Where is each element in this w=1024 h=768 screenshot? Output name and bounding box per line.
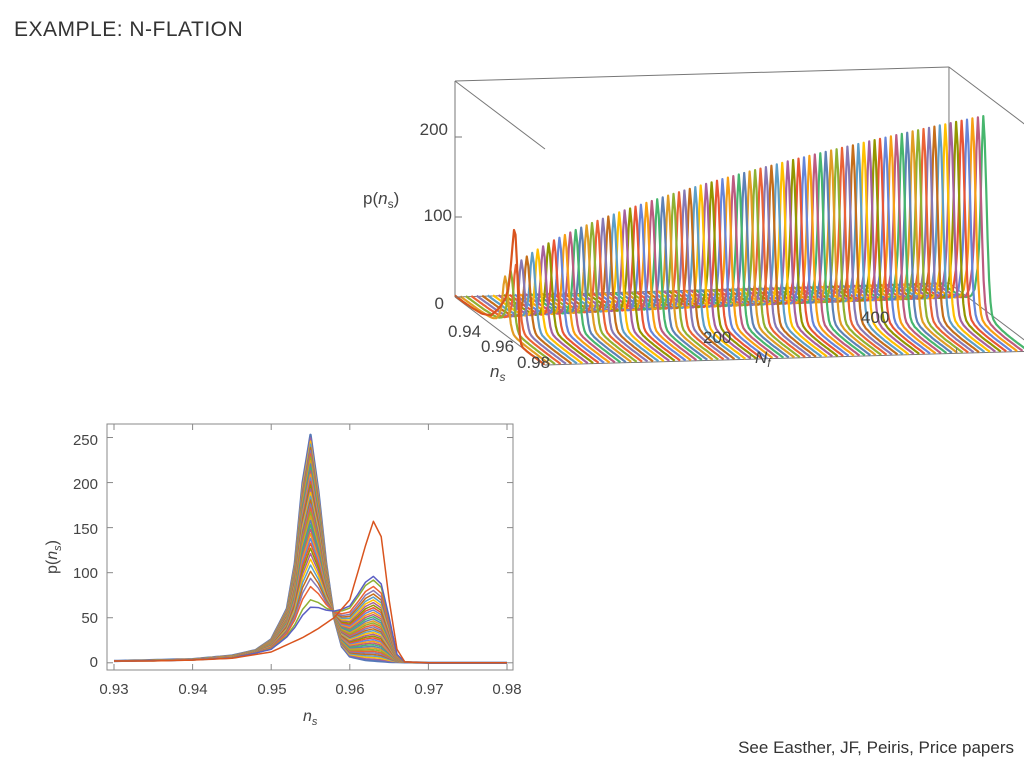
z-axis-label: p(ns) (363, 189, 399, 211)
y-tick-150: 150 (73, 521, 98, 538)
x-tick-098: 0.98 (492, 681, 521, 698)
z-tick-100: 100 (424, 206, 452, 225)
nf-tick-200: 200 (703, 328, 731, 347)
density-curves (113, 433, 507, 664)
x-axis-label: ns (303, 708, 318, 728)
x-tick-095: 0.95 (257, 681, 286, 698)
2d-tick-marks (107, 424, 513, 670)
nf-tick-400: 400 (861, 308, 889, 327)
ridge-line-10 (508, 239, 600, 364)
ridge-line-1 (459, 275, 551, 366)
x-tick-094: 0.94 (178, 681, 207, 698)
y-tick-200: 200 (73, 476, 98, 493)
z-tick-200: 200 (420, 120, 448, 139)
plot-frame (106, 423, 514, 671)
ns-tick-098: 0.98 (517, 353, 550, 372)
nf-axis-label: Nf (755, 348, 772, 370)
density-curve-15 (113, 519, 507, 664)
ridge-line-22 (573, 211, 665, 362)
density-curve-5 (114, 570, 507, 664)
density-curve-3 (114, 585, 507, 664)
ridge-line-20 (563, 215, 654, 363)
ridge-line-6 (486, 251, 578, 365)
ns-tick-094: 0.94 (448, 322, 481, 341)
ridge-line-0 (454, 228, 545, 366)
density-curve-10 (114, 542, 507, 664)
ns-tick-096: 0.96 (481, 337, 514, 356)
density-curve-2 (114, 579, 507, 664)
ridge-line-18 (552, 219, 643, 363)
z-tick-0: 0 (435, 294, 444, 313)
x-tick-097: 0.97 (414, 681, 443, 698)
ridge-line-5 (481, 255, 573, 365)
density-curve-4 (114, 577, 507, 664)
ridge-line-8 (497, 245, 589, 365)
y-tick-0: 0 (90, 654, 98, 671)
y-tick-100: 100 (73, 565, 98, 582)
ridge-line-87 (927, 117, 1018, 352)
3d-ridge-lines (454, 115, 1024, 366)
citation-text: See Easther, JF, Peiris, Price papers (738, 738, 1014, 757)
3d-tick-marks (455, 136, 957, 360)
y-tick-250: 250 (73, 432, 98, 449)
density-curve-0 (114, 520, 507, 664)
x-tick-093: 0.93 (99, 681, 128, 698)
ns-axis-label: ns (490, 362, 505, 384)
ridge-line-89 (938, 115, 1024, 350)
ridge-line-24 (584, 207, 676, 362)
ridge-line-12 (519, 233, 611, 364)
ridge-line-19 (557, 217, 649, 363)
ridge-line-3 (470, 263, 562, 365)
ridge-line-14 (530, 228, 622, 364)
ridge-line-21 (568, 213, 660, 363)
ridge-line-11 (514, 236, 605, 364)
ridge-line-4 (476, 259, 567, 365)
ridge-line-88 (932, 116, 1024, 352)
box-edge-back-top (454, 66, 949, 82)
slide-title: EXAMPLE: N-FLATION (14, 18, 244, 41)
density-curve-7 (114, 558, 507, 664)
box-edge-left-top (454, 80, 546, 150)
y-tick-50: 50 (81, 610, 98, 627)
ridge-line-17 (546, 221, 638, 363)
ridge-line-15 (535, 226, 627, 364)
ridge-line-23 (579, 209, 670, 362)
ridge-line-86 (921, 118, 1013, 353)
density-curve-19 (113, 503, 507, 664)
y-axis-label: p(ns) (44, 540, 64, 574)
ridge-line-13 (524, 231, 616, 364)
ridge-line-16 (541, 224, 632, 363)
density-curve-1 (114, 575, 507, 664)
surface-3d-chart: 0 100 200 p(ns) 0.94 0.96 0.98 ns 200 40… (363, 66, 1024, 384)
x-tick-096: 0.96 (335, 681, 364, 698)
